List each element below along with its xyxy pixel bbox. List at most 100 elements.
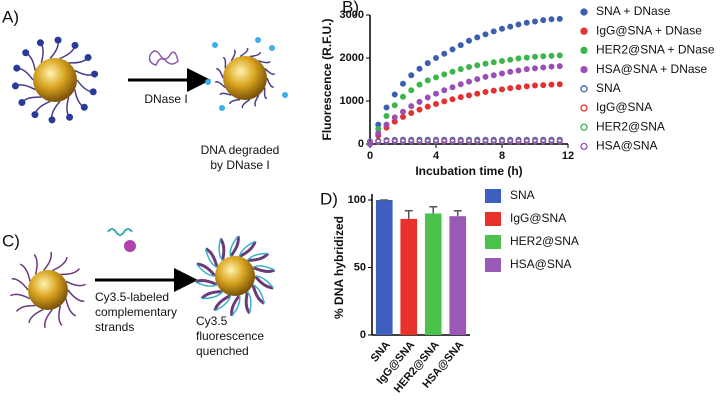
strand: [252, 265, 275, 271]
data-point: [548, 52, 555, 59]
strand: [195, 281, 218, 287]
strand: [231, 295, 241, 317]
strand: [65, 298, 77, 317]
data-point: [499, 138, 506, 145]
data-point: [466, 92, 473, 99]
result-label: fluorescence: [196, 329, 264, 343]
data-point: [408, 138, 415, 145]
data-point: [441, 87, 448, 94]
legend-swatch: [485, 212, 501, 226]
data-point: [449, 96, 456, 103]
y-tick-label: 0: [358, 138, 364, 150]
data-point: [367, 138, 374, 145]
strand: [213, 294, 232, 312]
strand: [263, 87, 268, 100]
strand: [196, 263, 216, 277]
strand: [229, 98, 241, 105]
fragment: [255, 37, 261, 43]
bar: [375, 200, 393, 335]
data-point: [466, 37, 473, 44]
data-point: [400, 113, 407, 120]
legend-swatch: [485, 189, 501, 203]
x-tick-label: 12: [562, 150, 574, 162]
strand-end: [31, 111, 39, 119]
data-point: [540, 138, 547, 145]
reagent-label: strands: [95, 320, 134, 334]
data-point: [515, 55, 522, 62]
data-point: [490, 72, 497, 79]
strand: [247, 252, 270, 262]
data-point: [507, 23, 514, 30]
data-point: [441, 98, 448, 105]
data-point: [499, 25, 506, 32]
enzyme-label: DNase I: [144, 92, 187, 106]
data-point: [556, 15, 563, 22]
strand: [219, 92, 232, 96]
data-point: [457, 81, 464, 88]
reagent-label: Cy3.5-labeled: [95, 290, 169, 304]
strand: [258, 60, 271, 64]
strand: [252, 265, 276, 273]
data-point: [482, 60, 489, 67]
legend-label: IgG@SNA: [596, 100, 652, 114]
strand: [239, 47, 249, 58]
strand: [214, 81, 226, 89]
panel-label: A): [2, 7, 19, 26]
strand: [215, 68, 224, 79]
data-point: [466, 138, 473, 145]
data-point: [548, 81, 555, 88]
fragment: [219, 105, 225, 111]
strand: [194, 279, 218, 287]
data-point: [391, 138, 398, 145]
x-tick-label: 4: [433, 150, 440, 162]
strand: [28, 308, 44, 324]
legend-marker: [580, 8, 588, 16]
data-point: [391, 114, 398, 121]
data-point: [556, 81, 563, 88]
cy35-strand: [107, 228, 133, 236]
cy35-dye: [124, 240, 136, 252]
strand: [230, 49, 236, 62]
error-bar: [429, 206, 438, 214]
data-point: [383, 121, 390, 128]
data-point: [408, 103, 415, 110]
data-point: [523, 138, 530, 145]
strand: [60, 268, 81, 276]
data-point: [424, 60, 431, 67]
data-point: [507, 56, 514, 63]
data-point: [499, 70, 506, 77]
y-axis-title: % DNA hybridized: [332, 216, 346, 319]
data-point: [556, 63, 563, 70]
nanoparticle: [215, 256, 255, 296]
data-point: [408, 72, 415, 79]
data-point: [449, 68, 456, 75]
data-point: [400, 80, 407, 87]
data-point: [441, 50, 448, 57]
data-point: [449, 84, 456, 91]
data-point: [433, 90, 440, 97]
data-point: [523, 83, 530, 90]
legend-label: HSA@SNA: [596, 139, 658, 153]
data-point: [441, 138, 448, 145]
data-point: [416, 98, 423, 105]
data-point: [540, 53, 547, 60]
data-point: [490, 28, 497, 35]
y-tick-label: 1000: [340, 95, 364, 107]
data-point: [523, 54, 530, 61]
data-point: [474, 138, 481, 145]
strand: [10, 293, 31, 300]
data-point: [540, 17, 547, 24]
strand: [222, 56, 227, 69]
data-point: [474, 90, 481, 97]
strand: [249, 51, 261, 58]
data-point: [383, 113, 390, 120]
data-point: [449, 46, 456, 53]
data-point: [457, 138, 464, 145]
strand: [246, 291, 252, 314]
strand: [201, 291, 224, 300]
data-point: [375, 138, 382, 145]
data-point: [523, 66, 530, 73]
strand-end: [91, 70, 99, 78]
strand: [218, 238, 224, 261]
data-point: [548, 63, 555, 70]
